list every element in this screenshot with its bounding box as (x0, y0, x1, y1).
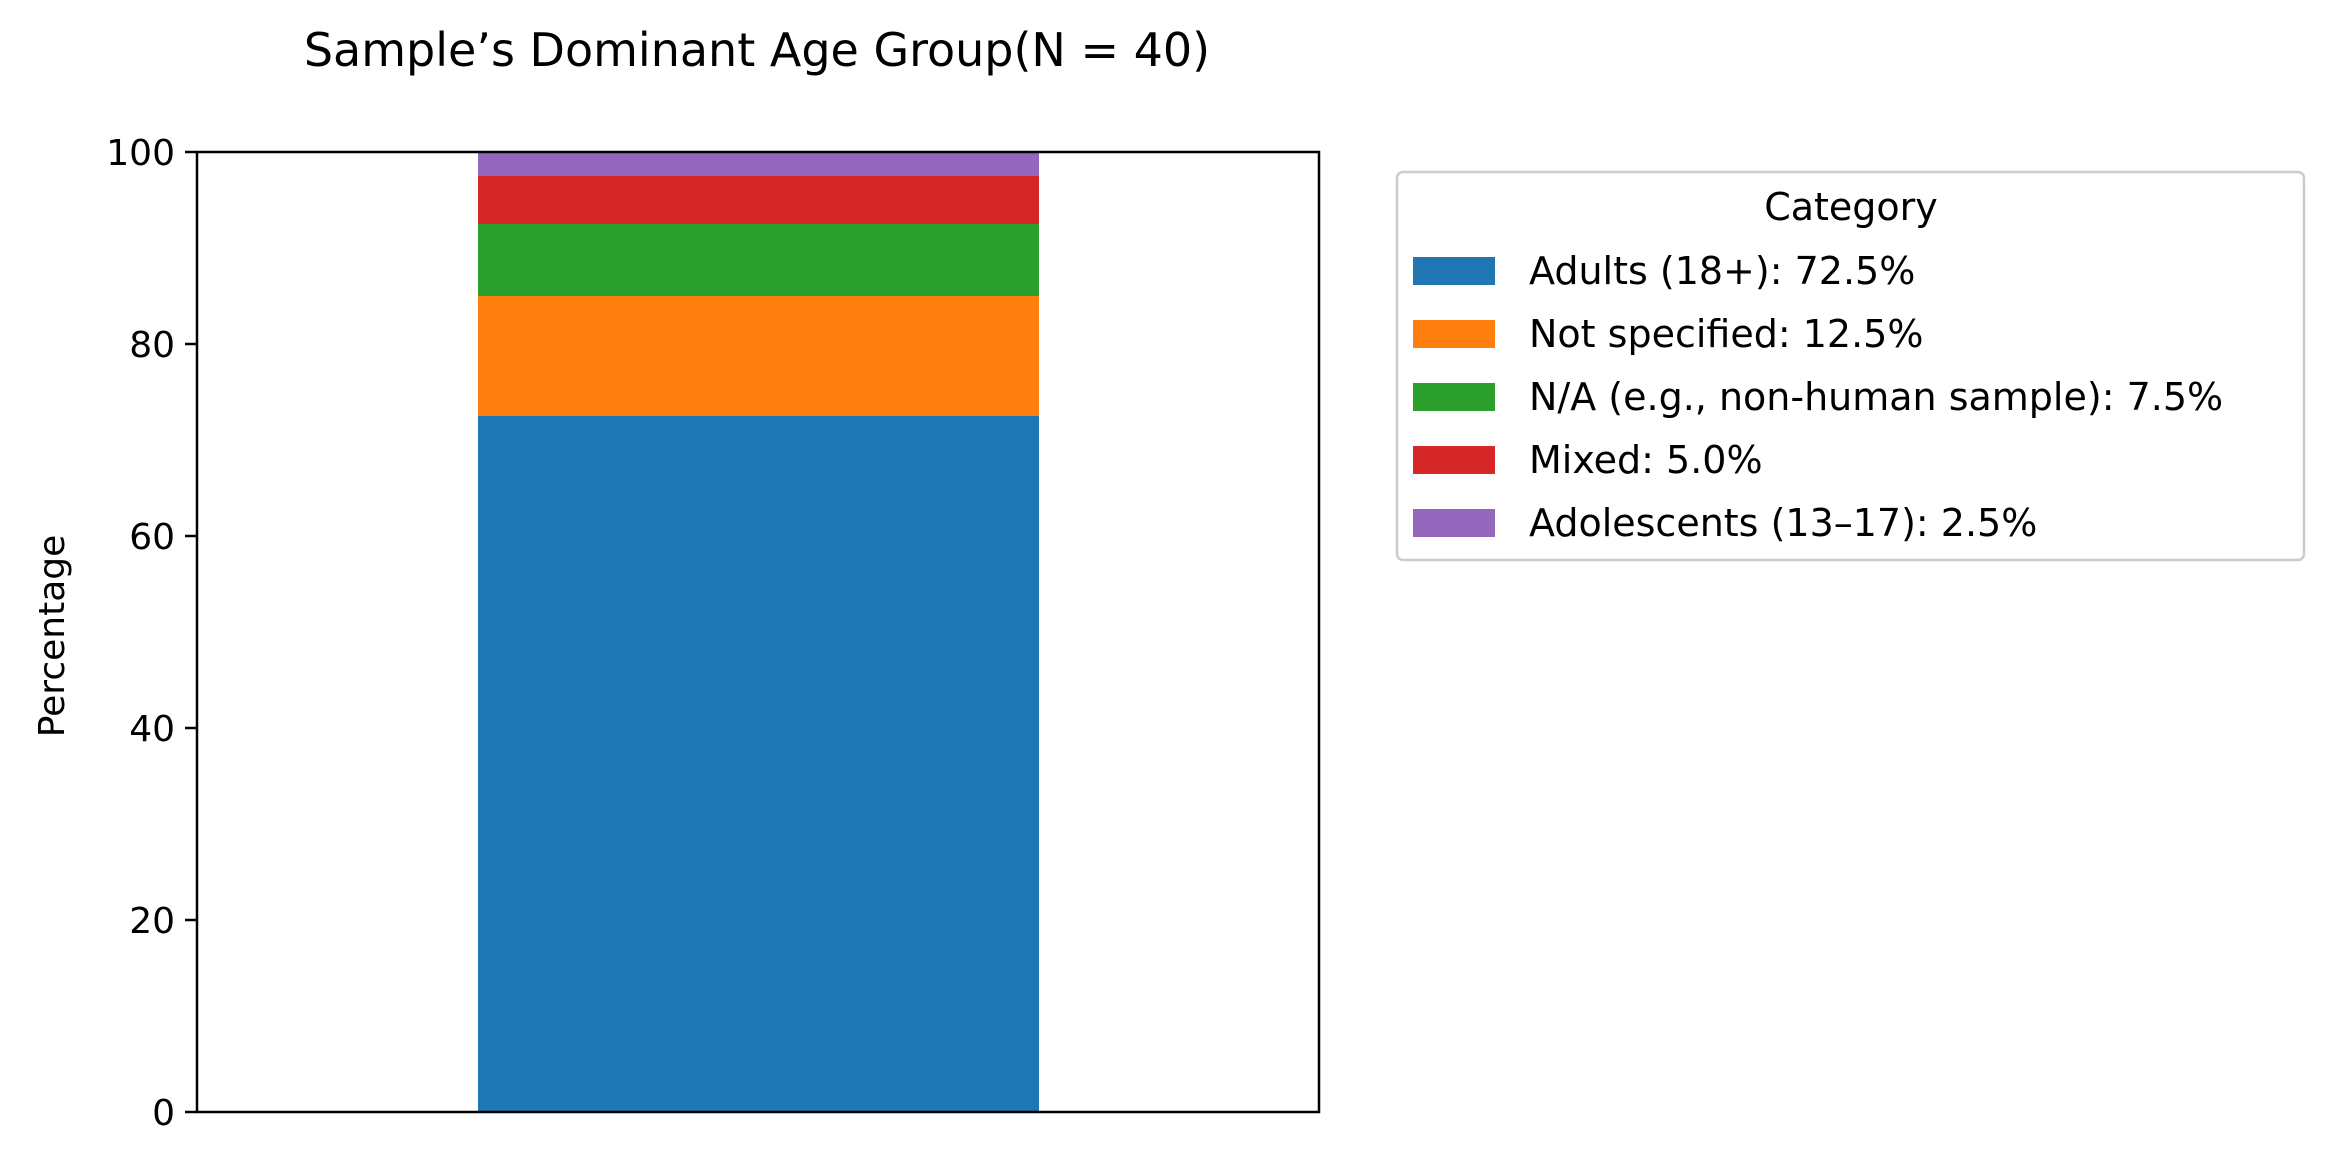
y-axis-label: Percentage (32, 535, 73, 738)
bar-segment-3 (478, 176, 1039, 224)
bar-segment-1 (478, 296, 1039, 416)
legend: Category Adults (18+): 72.5% Not specifie… (1395, 170, 2306, 562)
y-tick-label-3: 60 (129, 517, 175, 558)
legend-label-3: Mixed: 5.0% (1529, 438, 1763, 482)
legend-label-0: Adults (18+): 72.5% (1529, 249, 1915, 293)
y-tick-label-1: 20 (129, 901, 175, 942)
y-tick-label-5: 100 (106, 133, 175, 174)
chart-title: Sample’s Dominant Age Group(N = 40) (304, 23, 1210, 77)
stacked-bar (478, 152, 1039, 1112)
legend-label-1: Not specified: 12.5% (1529, 312, 1923, 356)
legend-items: Adults (18+): 72.5% Not specified: 12.5% N… (1413, 249, 2223, 545)
bar-segment-2 (478, 224, 1039, 296)
legend-swatch-0 (1413, 257, 1495, 285)
legend-swatch-2 (1413, 383, 1495, 411)
legend-swatch-3 (1413, 446, 1495, 474)
y-tick-label-0: 0 (152, 1093, 175, 1134)
y-tick-label-2: 40 (129, 709, 175, 750)
legend-label-4: Adolescents (13–17): 2.5% (1529, 501, 2037, 545)
plot-area-frame (195, 150, 1321, 1114)
bar-segment-4 (478, 152, 1039, 176)
legend-frame (1395, 170, 2306, 562)
bar-segment-0 (478, 416, 1039, 1112)
legend-title: Category (1764, 185, 1938, 229)
y-axis: 0 20 40 60 80 100 (106, 133, 197, 1134)
y-tick-label-4: 80 (129, 325, 175, 366)
legend-label-2: N/A (e.g., non-human sample): 7.5% (1529, 375, 2223, 419)
legend-swatch-1 (1413, 320, 1495, 348)
legend-swatch-4 (1413, 509, 1495, 537)
